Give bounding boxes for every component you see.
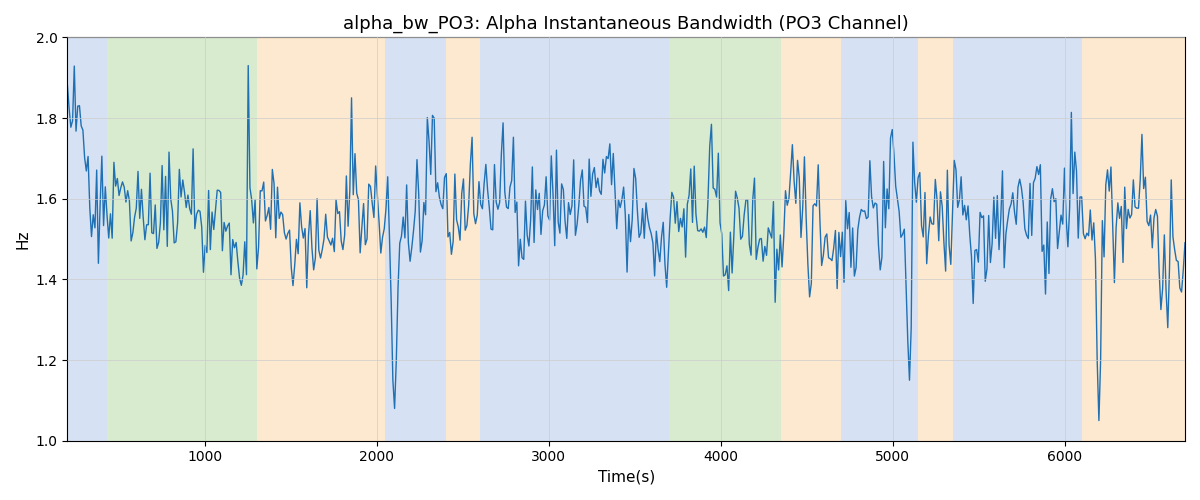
X-axis label: Time(s): Time(s) (598, 470, 655, 485)
Bar (385, 38, 445, 440)
Bar (445, 38, 480, 440)
Bar (670, 38, 781, 440)
Bar (953, 38, 1082, 440)
Bar (841, 38, 918, 440)
Bar (480, 38, 670, 440)
Y-axis label: Hz: Hz (16, 230, 30, 249)
Title: alpha_bw_PO3: Alpha Instantaneous Bandwidth (PO3 Channel): alpha_bw_PO3: Alpha Instantaneous Bandwi… (343, 15, 910, 34)
Bar (918, 38, 953, 440)
Bar (67, 38, 107, 440)
Bar (1082, 38, 1186, 440)
Bar (257, 38, 385, 440)
Bar (107, 38, 257, 440)
Bar (781, 38, 841, 440)
